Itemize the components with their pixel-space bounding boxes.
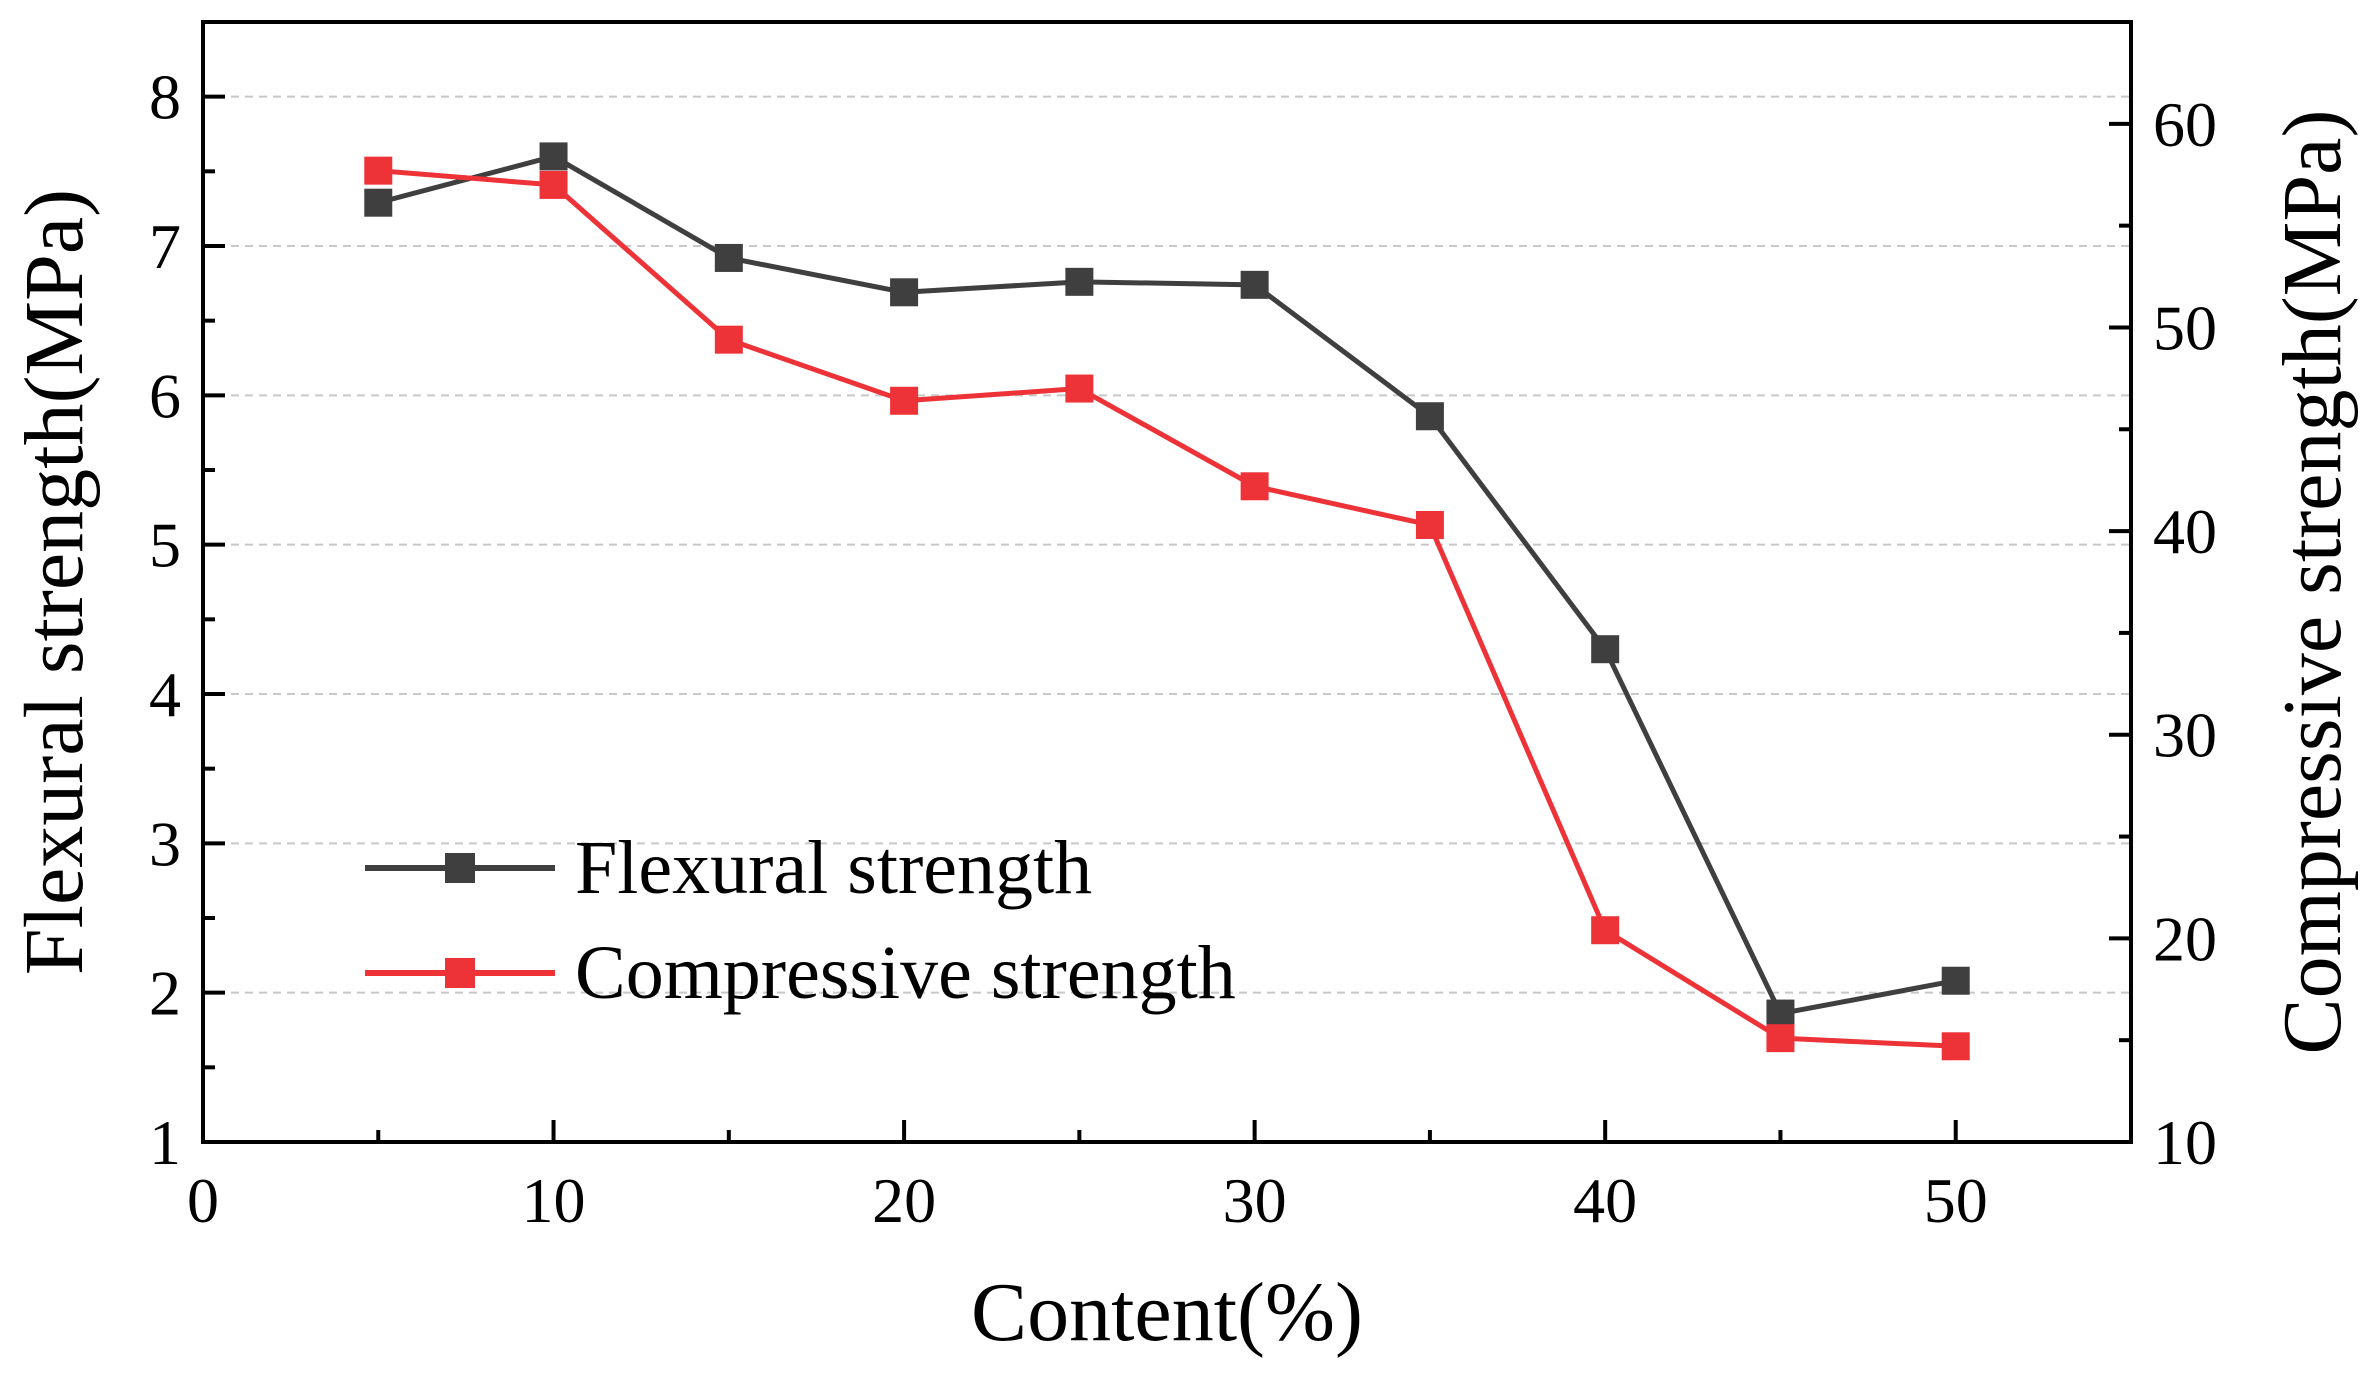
legend: Flexural strength Compressive strength <box>365 826 1236 1015</box>
y-left-tick-label: 4 <box>149 659 181 730</box>
data-point <box>539 142 568 171</box>
y-left-tick-label: 8 <box>149 62 181 133</box>
data-point <box>1591 916 1620 945</box>
series-flexural-strength <box>364 142 1970 1028</box>
data-point <box>1065 374 1094 403</box>
y-left-tick-label: 6 <box>149 360 181 431</box>
x-tick-label: 10 <box>522 1165 586 1236</box>
data-point <box>364 188 393 217</box>
data-point <box>539 170 568 199</box>
data-point <box>890 386 919 415</box>
plot-frame <box>201 20 2133 1144</box>
grid-lines <box>203 95 2131 994</box>
x-tick-label: 50 <box>1924 1165 1988 1236</box>
data-point <box>1941 966 1970 995</box>
legend-marker-flexural <box>445 853 475 883</box>
data-point <box>1591 635 1620 664</box>
y-right-tick-label: 30 <box>2153 700 2217 771</box>
legend-label-flexural: Flexural strength <box>575 826 1092 910</box>
x-tick-label: 40 <box>1573 1165 1637 1236</box>
y-right-tick-label: 50 <box>2153 292 2217 363</box>
data-point <box>364 156 393 185</box>
data-point <box>1766 1024 1795 1053</box>
legend-label-compressive: Compressive strength <box>575 931 1236 1015</box>
series-line <box>378 168 1956 1049</box>
y-left-tick-label: 7 <box>149 211 181 282</box>
data-point <box>1415 402 1444 431</box>
y-right-tick-label: 20 <box>2153 903 2217 974</box>
data-point <box>1240 472 1269 501</box>
data-point <box>890 278 919 307</box>
y-right-tick-label: 10 <box>2153 1107 2217 1178</box>
series-compressive-strength <box>364 156 1970 1061</box>
y-left-tick-label: 2 <box>149 958 181 1029</box>
data-point <box>714 325 743 354</box>
x-axis-title: Content(%) <box>971 1266 1363 1359</box>
data-point <box>1941 1032 1970 1061</box>
series-line <box>377 153 1957 1017</box>
x-tick-label: 0 <box>187 1165 219 1236</box>
x-axis: 0 10 20 30 40 50 <box>187 1120 1988 1236</box>
y-left-tick-label: 1 <box>149 1107 181 1178</box>
y-axis-left: 1 2 3 4 5 6 7 8 <box>149 62 225 1178</box>
x-tick-label: 20 <box>872 1165 936 1236</box>
y-left-tick-label: 3 <box>149 808 181 879</box>
data-point <box>1240 270 1269 299</box>
data-point <box>714 243 743 272</box>
y-axis-right: 10 20 30 40 50 60 <box>2109 89 2217 1178</box>
y-left-tick-label: 5 <box>149 510 181 581</box>
x-tick-label: 30 <box>1223 1165 1287 1236</box>
data-point <box>1065 267 1094 296</box>
y-right-tick-label: 60 <box>2153 89 2217 160</box>
y-axis-left-title: Flexural strength(MPa) <box>8 189 101 975</box>
legend-marker-compressive <box>445 958 475 988</box>
data-point <box>1766 999 1795 1028</box>
y-axis-right-title: Compressive strength(MPa) <box>2266 110 2359 1055</box>
y-right-tick-label: 40 <box>2153 496 2217 567</box>
data-point <box>1415 510 1444 539</box>
